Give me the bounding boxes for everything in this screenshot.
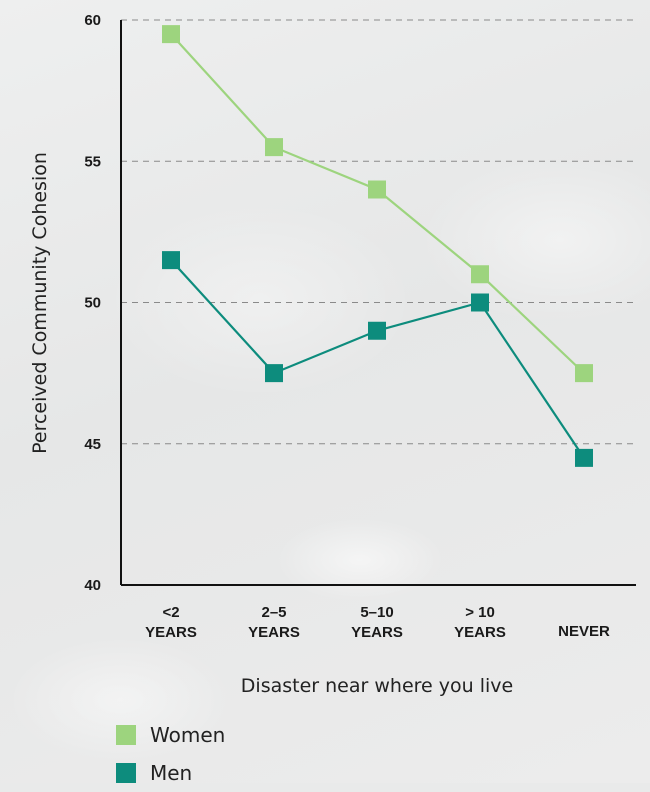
marker-women-5 xyxy=(575,364,593,383)
marker-men-5 xyxy=(575,448,593,467)
legend: Women Men xyxy=(116,716,225,792)
gridlines xyxy=(121,19,636,445)
y-tick-label-40: 40 xyxy=(84,577,101,594)
x-tick-label-line: YEARS xyxy=(248,624,300,641)
series-markers xyxy=(162,25,593,467)
y-tick-label-55: 55 xyxy=(84,153,101,170)
marker-men-2 xyxy=(265,364,283,383)
y-tick-labels: 40 45 50 55 60 xyxy=(84,12,101,594)
marker-women-1 xyxy=(162,25,180,44)
x-tick-label-line: YEARS xyxy=(454,624,506,641)
series-lines xyxy=(170,33,585,459)
x-tick-label-1: <2 YEARS xyxy=(145,604,197,641)
marker-women-3 xyxy=(368,180,386,199)
x-tick-labels: <2 YEARS 2–5 YEARS 5–10 YEARS > 10 YEARS NEVER xyxy=(145,604,610,641)
x-tick-label-line: <2 xyxy=(162,604,179,621)
x-axis-title: Disaster near where you live xyxy=(241,675,513,697)
y-axis-title: Perceived Community Cohesion xyxy=(29,152,51,454)
legend-swatch-men xyxy=(116,763,136,783)
x-tick-label-line: NEVER xyxy=(558,623,610,640)
axes xyxy=(120,20,636,586)
x-tick-label-2: 2–5 YEARS xyxy=(248,604,300,641)
marker-men-4 xyxy=(471,293,489,312)
marker-men-1 xyxy=(162,251,180,270)
marker-women-4 xyxy=(471,265,489,284)
marker-women-2 xyxy=(265,138,283,157)
legend-label-women: Women xyxy=(150,723,226,747)
x-tick-label-line: 2–5 xyxy=(261,604,286,621)
marker-men-3 xyxy=(368,321,386,340)
y-tick-label-60: 60 xyxy=(84,12,101,29)
x-tick-label-line: YEARS xyxy=(145,624,197,641)
x-tick-label-line: 5–10 xyxy=(360,604,393,621)
series-line-men xyxy=(170,259,585,459)
x-tick-label-line: > 10 xyxy=(465,604,495,621)
legend-item-men: Men xyxy=(116,754,225,792)
legend-swatch-women xyxy=(116,725,136,745)
y-tick-label-50: 50 xyxy=(84,295,101,312)
legend-label-men: Men xyxy=(150,761,193,785)
x-tick-label-line: YEARS xyxy=(351,624,403,641)
x-tick-label-5: NEVER xyxy=(558,623,610,640)
x-tick-label-4: > 10 YEARS xyxy=(454,604,506,641)
x-tick-label-3: 5–10 YEARS xyxy=(351,604,403,641)
legend-item-women: Women xyxy=(116,716,225,754)
y-tick-label-45: 45 xyxy=(84,436,101,453)
